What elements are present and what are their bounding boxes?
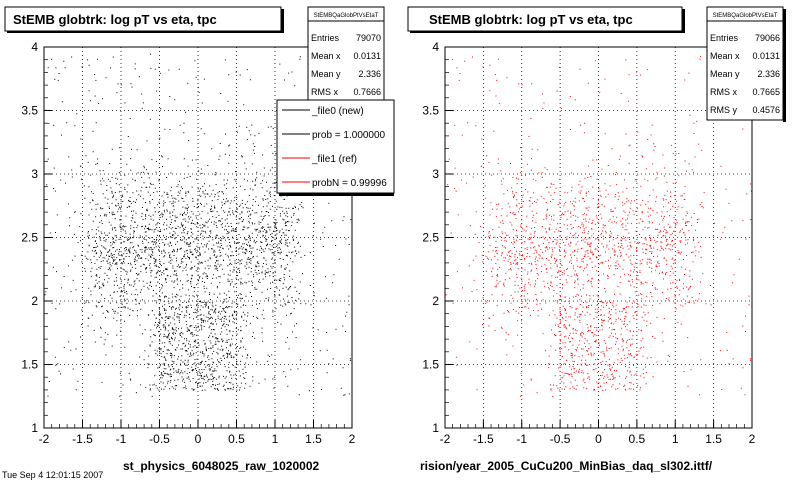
left-x-axis-label: st_physics_6048025_raw_1020002 xyxy=(123,459,319,473)
x-tick-label: 2 xyxy=(749,432,756,446)
y-tick-label: 4 xyxy=(432,40,439,54)
legend-label: _file0 (new) xyxy=(311,106,364,117)
stats-value: 0.7665 xyxy=(752,87,780,97)
legend-label: _file1 (ref) xyxy=(311,154,357,165)
right-panel: -2 -1.5 -1 -0.5 0 0.5 1 1.5 2 1 1.5 2 2.5 3 3.5 4 StEMB… xyxy=(407,6,786,473)
left-panel: -2 -1.5 -1 -0.5 0 0.5 1 1.5 2 1 1.5 2 2.5 3 3.5 4 StEMB… xyxy=(4,6,395,473)
x-tick-label: -1.5 xyxy=(72,432,93,446)
right-title-shadow xyxy=(682,9,685,33)
x-tick-label: -1 xyxy=(516,432,527,446)
stats-value: 79066 xyxy=(755,33,780,43)
x-tick-label: -2 xyxy=(440,432,451,446)
x-tick-label: -2 xyxy=(39,432,50,446)
right-x-axis-label: rision/year_2005_CuCu200_MinBias_daq_sl3… xyxy=(420,459,713,473)
stats-value: 2.336 xyxy=(358,69,381,79)
legend-shadow xyxy=(279,193,394,196)
x-tick-label: 0 xyxy=(195,432,202,446)
right-stats-shadow xyxy=(783,9,786,122)
stats-label: Mean y xyxy=(710,69,740,79)
left-stats-frame xyxy=(307,6,385,104)
stats-label: Mean x xyxy=(710,51,740,61)
stats-label: Entries xyxy=(311,33,340,43)
legend-entries: _file0 (new) prob = 1.000000 _file1 (ref) p… xyxy=(282,106,387,189)
left-stats-name: StEMBQaGlobPtVsEtaT xyxy=(314,13,379,19)
x-tick-label: -0.5 xyxy=(550,432,571,446)
y-tick-label: 1 xyxy=(31,421,38,435)
left-stats-box: StEMBQaGlobPtVsEtaT Entries 79070 Mean x 0.… xyxy=(307,6,385,104)
stats-label: RMS x xyxy=(311,87,339,97)
y-tick-label: 3 xyxy=(31,167,38,181)
legend-label: probN = 0.99996 xyxy=(312,178,387,189)
right-title-shadow-bottom xyxy=(410,31,685,33)
x-tick-label: 0.5 xyxy=(629,432,646,446)
y-tick-label: 2 xyxy=(432,294,439,308)
right-stats-frame xyxy=(706,6,784,121)
legend-box: _file0 (new) prob = 1.000000 _file1 (ref) p… xyxy=(276,99,395,196)
left-axis-ticks: -2 -1.5 -1 -0.5 0 0.5 1 1.5 2 1 1.5 2 2.5 3 3.5 4 xyxy=(21,40,355,446)
left-chart-title: StEMB globtrk: log pT vs eta, tpc xyxy=(13,12,217,27)
stats-value: 2.336 xyxy=(757,69,780,79)
right-stats-box: StEMBQaGlobPtVsEtaT Entries 79066 Mean x 0.… xyxy=(706,6,786,122)
legend-label: prob = 1.000000 xyxy=(312,130,386,141)
right-chart-title: StEMB globtrk: log pT vs eta, tpc xyxy=(429,12,633,27)
left-title-shadow xyxy=(281,9,284,33)
y-tick-label: 1.5 xyxy=(21,358,38,372)
stats-value: 0.0131 xyxy=(752,51,780,61)
x-tick-label: 0.5 xyxy=(228,432,245,446)
y-tick-label: 3 xyxy=(432,167,439,181)
y-tick-label: 2 xyxy=(31,294,38,308)
footer-timestamp: Tue Sep 4 12:01:15 2007 xyxy=(2,470,103,480)
x-tick-label: -1 xyxy=(116,432,127,446)
y-tick-label: 3.5 xyxy=(422,104,439,118)
left-title-shadow-bottom xyxy=(7,31,284,33)
stats-label: Mean x xyxy=(311,51,341,61)
x-tick-label: 2 xyxy=(349,432,356,446)
x-tick-label: 0 xyxy=(595,432,602,446)
right-stats-rows: Entries 79066 Mean x 0.0131 Mean y 2.336 RMS x… xyxy=(710,33,780,115)
x-tick-label: -0.5 xyxy=(149,432,170,446)
left-stats-rows: Entries 79070 Mean x 0.0131 Mean y 2.336 RMS x… xyxy=(311,33,381,97)
x-tick-label: 1 xyxy=(272,432,279,446)
y-tick-label: 1 xyxy=(432,421,439,435)
x-tick-label: -1.5 xyxy=(473,432,494,446)
stats-value: 0.0131 xyxy=(353,51,381,61)
stats-value: 79070 xyxy=(356,33,381,43)
y-tick-label: 3.5 xyxy=(21,104,38,118)
legend-frame xyxy=(276,99,395,194)
right-axis-ticks: -2 -1.5 -1 -0.5 0 0.5 1 1.5 2 1 1.5 2 2.5 3 3.5 4 xyxy=(422,40,755,446)
stats-value: 0.7666 xyxy=(353,87,381,97)
y-tick-label: 2.5 xyxy=(422,231,439,245)
left-scatter-points xyxy=(44,53,353,397)
stats-label: Mean y xyxy=(311,69,341,79)
y-tick-label: 2.5 xyxy=(21,231,38,245)
stats-label: RMS x xyxy=(710,87,738,97)
scatter-markers xyxy=(44,53,353,397)
x-tick-label: 1 xyxy=(672,432,679,446)
right-stats-name: StEMBQaGlobPtVsEtaT xyxy=(713,13,778,19)
left-title-box xyxy=(4,6,282,32)
stats-label: RMS y xyxy=(710,105,738,115)
x-tick-label: 1.5 xyxy=(705,432,722,446)
stats-value: 0.4576 xyxy=(752,105,780,115)
y-tick-label: 4 xyxy=(31,40,38,54)
y-tick-label: 1.5 xyxy=(422,358,439,372)
x-tick-label: 1.5 xyxy=(305,432,322,446)
stats-label: Entries xyxy=(710,33,739,43)
